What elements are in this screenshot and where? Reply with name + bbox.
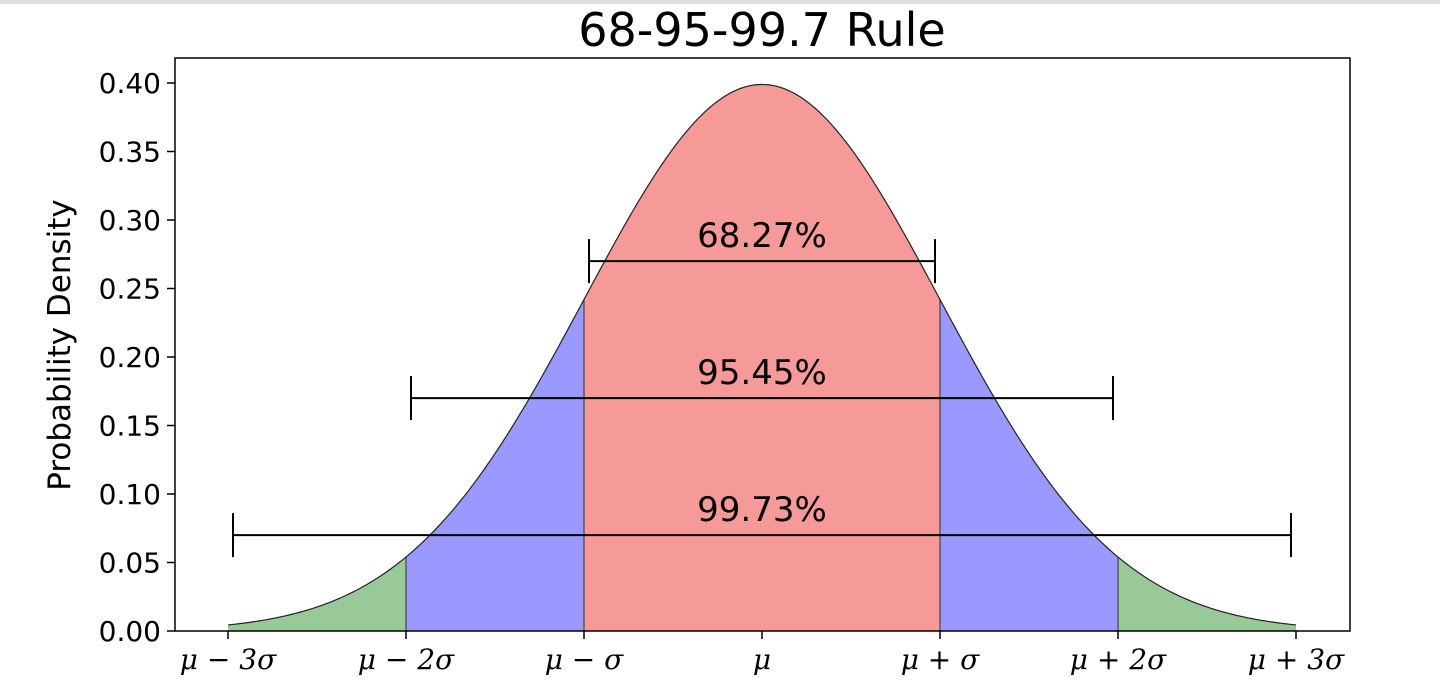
shaded-regions [228,84,1296,631]
interval-label: 99.73% [697,490,827,530]
window-top-border [0,0,1440,4]
y-tick-label: 0.20 [99,341,161,374]
y-tick-label: 0.10 [99,478,161,511]
shaded-region [228,557,406,631]
y-axis-label: Probability Density [42,199,78,491]
chart-title: 68-95-99.7 Rule [578,3,945,57]
shaded-region [584,84,940,631]
y-tick-label: 0.35 [99,136,161,169]
x-axis-ticks: μ − 3σ μ − 2σ μ − σ μ μ + σ μ + 2σ μ + 3σ [180,631,1345,676]
shaded-region [1118,557,1296,631]
y-tick-label: 0.15 [99,410,161,443]
shaded-region [940,299,1118,631]
x-tick-label: μ − 2σ [358,643,455,676]
x-tick-label: μ − 3σ [180,643,277,676]
interval-label: 95.45% [697,353,827,393]
interval-label: 68.27% [697,216,827,256]
y-tick-label: 0.40 [99,67,161,100]
region-dividers [405,299,1119,631]
x-tick-label: μ + 3σ [1248,643,1345,676]
interval-bars: 68.27% 95.45% 99.73% [232,216,1292,558]
shaded-region [406,299,584,631]
y-axis-ticks: 0.00 0.05 0.10 0.15 0.20 0.25 0.30 0.35 0.40 [99,67,175,648]
x-tick-label: μ + σ [901,643,980,676]
y-tick-label: 0.05 [99,547,161,580]
y-tick-label: 0.00 [99,615,161,648]
y-tick-label: 0.25 [99,273,161,306]
x-tick-label: μ − σ [545,643,624,676]
y-tick-label: 0.30 [99,204,161,237]
x-tick-label: μ [753,643,771,676]
density-curve [227,83,1297,626]
x-tick-label: μ + 2σ [1070,643,1167,676]
